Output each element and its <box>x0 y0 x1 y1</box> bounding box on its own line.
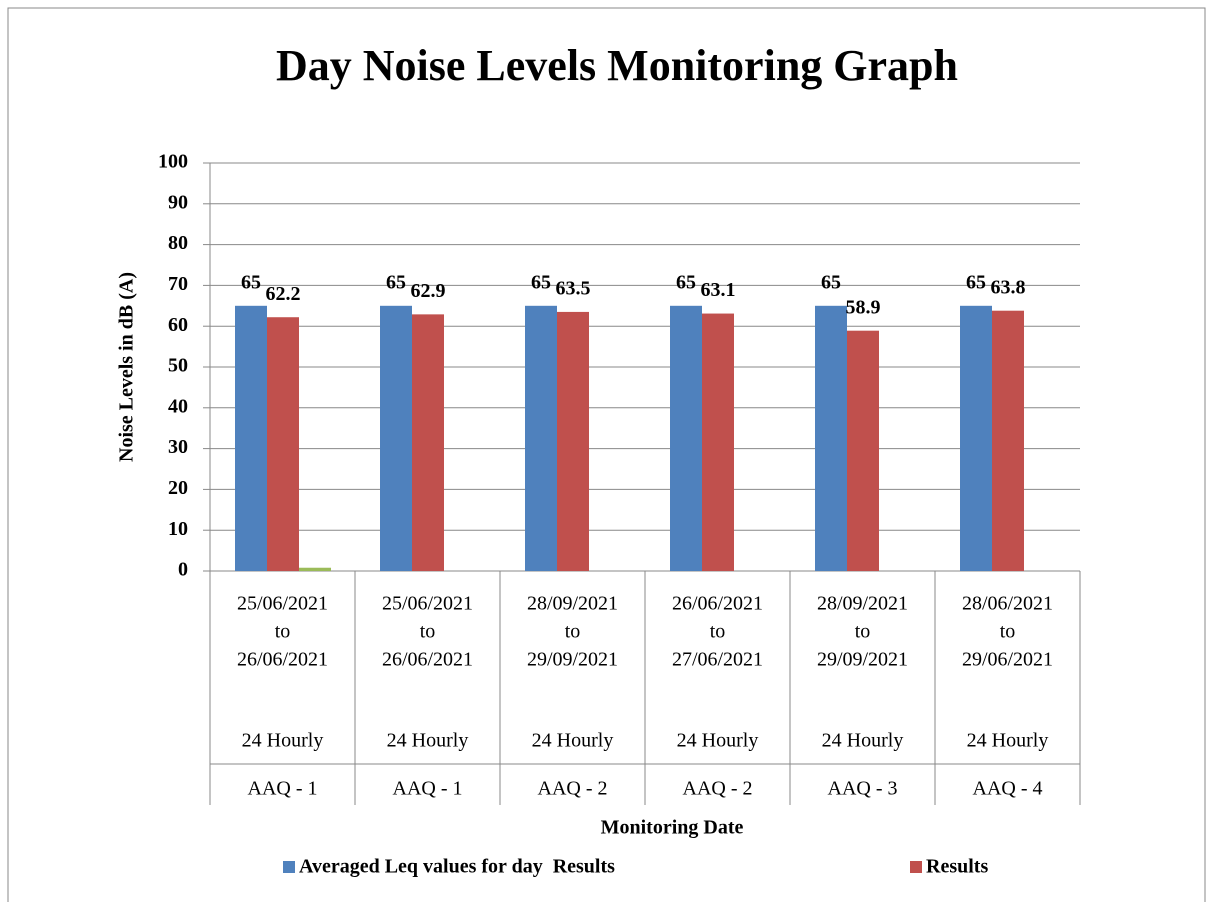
x-tick-label: 28/06/2021 <box>962 593 1053 615</box>
x-tick-label: to <box>855 621 871 643</box>
y-axis-title: Noise Levels in dB (A) <box>116 272 138 462</box>
x-tick-label: AAQ - 4 <box>973 778 1043 800</box>
bar <box>380 305 412 571</box>
x-tick-label: AAQ - 3 <box>828 778 898 800</box>
y-tick-label: 60 <box>168 314 188 336</box>
bar <box>670 305 702 571</box>
x-tick-label: AAQ - 2 <box>683 778 753 800</box>
data-label: 62.2 <box>266 283 301 305</box>
data-label: 65 <box>821 271 841 293</box>
data-label: 63.5 <box>556 278 591 300</box>
x-tick-label: 27/06/2021 <box>672 649 763 671</box>
x-tick-label: to <box>275 621 291 643</box>
data-label: 65 <box>531 271 551 293</box>
x-tick-label: 26/06/2021 <box>382 649 473 671</box>
x-tick-label: to <box>710 621 726 643</box>
x-tick-label: to <box>1000 621 1016 643</box>
x-tick-label: 29/06/2021 <box>962 649 1053 671</box>
x-tick-label: to <box>565 621 581 643</box>
data-label: 65 <box>386 271 406 293</box>
bar <box>960 305 992 571</box>
chart-title: Day Noise Levels Monitoring Graph <box>276 41 958 90</box>
bar <box>267 317 299 571</box>
x-tick-label: 24 Hourly <box>967 730 1049 752</box>
y-tick-label: 90 <box>168 191 188 213</box>
bar <box>235 305 267 571</box>
x-tick-label: 29/09/2021 <box>527 649 618 671</box>
data-label: 62.9 <box>411 280 446 302</box>
y-tick-label: 100 <box>158 151 188 173</box>
x-tick-label: 24 Hourly <box>387 730 469 752</box>
bar <box>299 567 331 571</box>
x-axis-title: Monitoring Date <box>601 817 744 839</box>
chart-border <box>7 7 1206 902</box>
y-tick-label: 70 <box>168 273 188 295</box>
bar <box>702 313 734 571</box>
y-tick-label: 30 <box>168 436 188 458</box>
x-tick-label: 29/09/2021 <box>817 649 908 671</box>
y-tick-label: 10 <box>168 518 188 540</box>
bar <box>557 311 589 571</box>
bar <box>815 305 847 571</box>
y-tick-label: 40 <box>168 395 188 417</box>
x-tick-label: 24 Hourly <box>242 730 324 752</box>
data-label: 65 <box>966 271 986 293</box>
x-tick-label: 24 Hourly <box>677 730 759 752</box>
x-tick-label: 25/06/2021 <box>237 593 328 615</box>
bar <box>992 310 1024 571</box>
x-tick-label: 26/06/2021 <box>672 593 763 615</box>
y-tick-label: 0 <box>178 559 188 581</box>
data-label: 65 <box>241 271 261 293</box>
x-tick-label: 24 Hourly <box>822 730 904 752</box>
x-tick-label: 24 Hourly <box>532 730 614 752</box>
x-tick-label: AAQ - 2 <box>538 778 608 800</box>
legend-swatch <box>283 861 295 873</box>
data-label: 58.9 <box>846 296 881 318</box>
x-tick-label: 28/09/2021 <box>527 593 618 615</box>
data-label: 63.1 <box>701 279 736 301</box>
data-label: 65 <box>676 271 696 293</box>
y-tick-label: 80 <box>168 232 188 254</box>
legend-swatch <box>910 861 922 873</box>
x-tick-label: 25/06/2021 <box>382 593 473 615</box>
bar <box>847 330 879 571</box>
data-label: 63.8 <box>991 276 1026 298</box>
legend-label: Averaged Leq values for day Results <box>299 856 615 878</box>
bar <box>525 305 557 571</box>
y-tick-label: 20 <box>168 477 188 499</box>
y-tick-label: 50 <box>168 355 188 377</box>
x-tick-label: to <box>420 621 436 643</box>
x-tick-label: AAQ - 1 <box>393 778 463 800</box>
x-tick-label: AAQ - 1 <box>248 778 318 800</box>
legend-label: Results <box>926 856 988 878</box>
x-tick-label: 26/06/2021 <box>237 649 328 671</box>
bar <box>412 314 444 571</box>
x-tick-label: 28/09/2021 <box>817 593 908 615</box>
